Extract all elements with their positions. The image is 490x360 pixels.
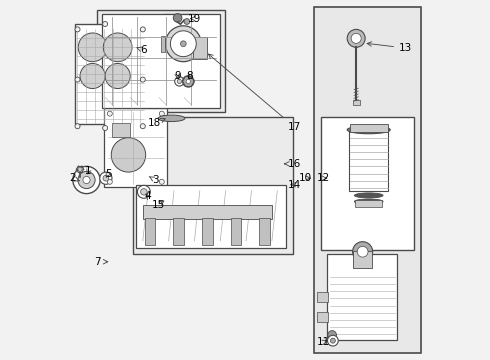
Text: 17: 17 [208,54,301,132]
Circle shape [78,33,107,62]
Circle shape [100,172,112,184]
Text: 15: 15 [151,200,165,210]
Circle shape [102,22,108,27]
Circle shape [186,79,191,84]
Text: 14: 14 [288,180,301,190]
Circle shape [159,111,164,116]
Circle shape [137,185,150,198]
Bar [136,185,286,248]
Circle shape [75,124,80,129]
Circle shape [353,242,373,262]
Bar [353,251,372,268]
Circle shape [107,179,112,184]
Bar [314,7,421,353]
Circle shape [183,76,194,87]
Bar [101,14,220,108]
Bar [355,201,382,207]
Ellipse shape [347,126,390,134]
Circle shape [75,27,80,32]
Bar [202,218,213,244]
Circle shape [184,19,190,24]
Bar [104,108,167,187]
Text: 2: 2 [70,173,79,183]
Circle shape [78,171,95,189]
Circle shape [177,79,181,84]
Text: 7: 7 [94,257,108,267]
Text: 16: 16 [285,159,301,169]
Text: 11: 11 [317,337,330,347]
Circle shape [140,27,146,32]
Bar [164,14,195,66]
Circle shape [83,176,90,184]
Circle shape [357,246,368,257]
Bar [133,117,293,253]
Bar [350,125,388,132]
Circle shape [159,179,164,184]
Text: 9: 9 [174,71,181,81]
Bar [231,218,242,244]
Circle shape [102,126,108,131]
Text: 10: 10 [299,173,312,183]
Text: 8: 8 [187,71,193,81]
Circle shape [107,111,112,116]
Text: 12: 12 [317,173,330,183]
Circle shape [173,14,182,22]
Bar [321,117,414,250]
Text: 19: 19 [188,14,201,24]
Circle shape [166,26,201,62]
Text: 13: 13 [367,42,412,53]
Circle shape [141,189,147,195]
Circle shape [180,41,186,46]
Bar [75,24,147,125]
Ellipse shape [354,193,383,198]
Circle shape [175,77,184,86]
Bar [143,205,272,220]
Bar [327,253,397,339]
Text: 6: 6 [137,45,147,55]
Bar [317,312,328,321]
Circle shape [103,33,132,62]
Bar [173,218,184,244]
Ellipse shape [158,115,185,122]
Bar [145,218,155,244]
Ellipse shape [354,199,383,204]
Circle shape [328,330,337,339]
Circle shape [327,335,338,346]
Circle shape [75,77,80,82]
Text: 5: 5 [105,168,111,179]
Bar [259,218,270,244]
Circle shape [140,77,146,82]
Circle shape [78,167,82,171]
Bar [349,129,389,191]
Bar [193,37,207,59]
Text: 4: 4 [144,191,151,201]
Circle shape [171,31,196,57]
Circle shape [140,124,146,129]
Circle shape [80,63,105,89]
Bar [161,36,165,51]
Circle shape [330,338,335,343]
Text: 1: 1 [85,166,92,176]
Circle shape [111,138,146,172]
Bar [353,100,360,105]
Text: 3: 3 [149,175,159,185]
Circle shape [347,30,365,47]
Circle shape [103,175,109,181]
Bar [97,10,224,112]
Text: 18: 18 [148,118,165,128]
Bar [112,123,129,137]
Circle shape [105,63,130,89]
Circle shape [351,33,361,43]
Bar [317,292,328,302]
Circle shape [73,166,100,194]
